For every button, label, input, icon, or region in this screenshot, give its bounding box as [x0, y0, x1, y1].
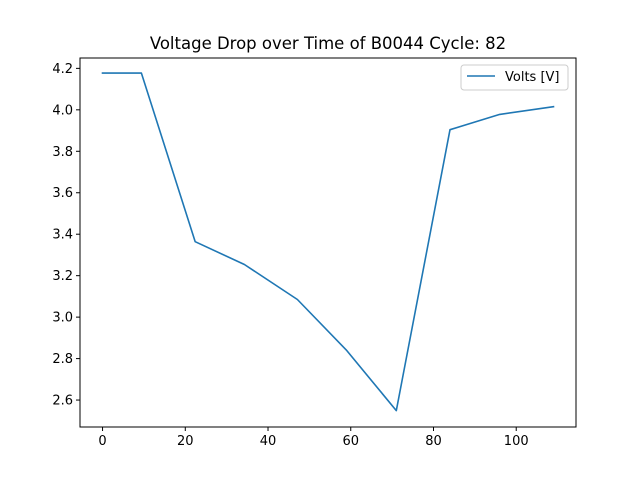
x-tick-label: 40 [260, 434, 277, 449]
x-tick-label: 100 [504, 434, 529, 449]
y-tick-label: 3.2 [52, 269, 73, 284]
chart-title: Voltage Drop over Time of B0044 Cycle: 8… [150, 34, 506, 53]
x-tick-label: 0 [98, 434, 106, 449]
x-axis: 0 20 40 60 80 100 [98, 427, 529, 449]
y-tick-label: 2.8 [52, 352, 73, 367]
plot-frame [79, 57, 577, 428]
plot-area [79, 57, 577, 428]
series-layer [101, 72, 555, 412]
y-tick-label: 3.6 [52, 186, 73, 201]
x-tick-label: 20 [177, 434, 194, 449]
series-line-volts [101, 72, 555, 412]
y-tick-label: 2.6 [52, 394, 73, 409]
y-axis: 2.6 2.8 3.0 3.2 3.4 3.6 3.8 4.0 4.2 [52, 62, 80, 409]
y-tick-label: 3.4 [52, 228, 73, 243]
y-tick-label: 3.8 [52, 145, 73, 160]
x-tick-label: 60 [342, 434, 359, 449]
y-tick-label: 4.2 [52, 62, 73, 77]
y-tick-label: 4.0 [52, 103, 73, 118]
legend: Volts [V] [460, 64, 569, 91]
legend-box [460, 64, 569, 91]
x-tick-label: 80 [425, 434, 442, 449]
y-tick-label: 3.0 [52, 311, 73, 326]
legend-label: Volts [V] [505, 70, 560, 85]
